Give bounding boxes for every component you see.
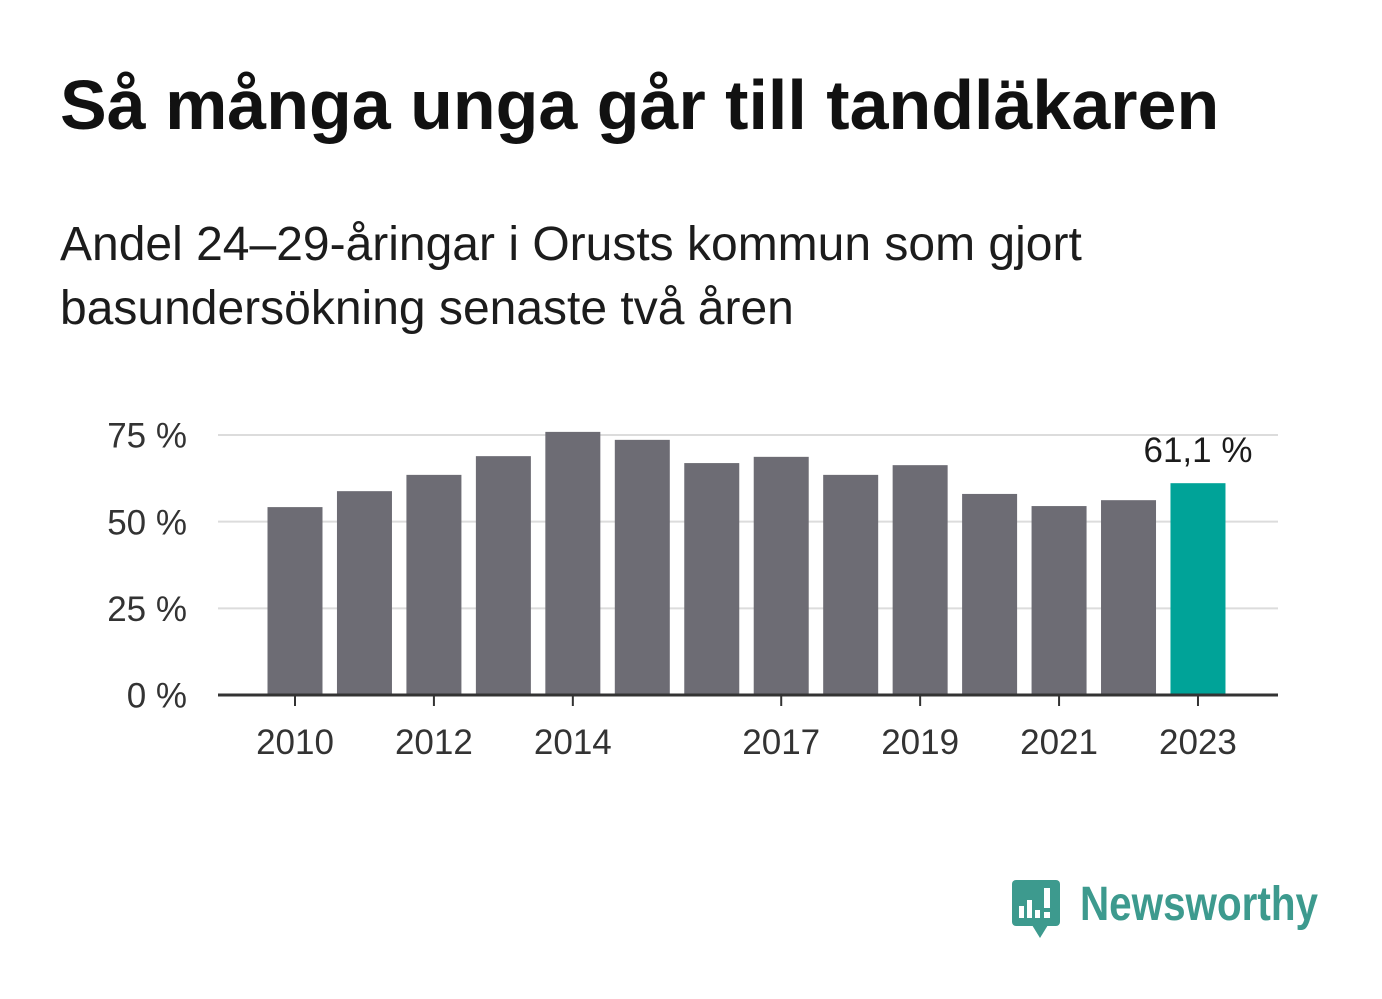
x-tick-label-2021: 2021 xyxy=(1020,723,1098,762)
bar-2018 xyxy=(823,474,879,695)
bar-2016 xyxy=(684,463,740,695)
y-tick-label-0: 0 % xyxy=(127,677,187,716)
bar-2014 xyxy=(545,431,601,695)
x-tick-label-2019: 2019 xyxy=(881,723,959,762)
bar-2021 xyxy=(1031,506,1087,695)
x-tick-label-2023: 2023 xyxy=(1159,723,1237,762)
x-tick-label-2010: 2010 xyxy=(256,723,334,762)
x-tick-label-2017: 2017 xyxy=(742,723,820,762)
y-tick-label-50: 50 % xyxy=(107,503,187,542)
y-tick-label-75: 75 % xyxy=(107,417,187,456)
x-tick-label-2012: 2012 xyxy=(395,723,473,762)
chart-title: Så många unga går till tandläkaren xyxy=(60,66,1220,144)
bar-2013 xyxy=(475,456,531,695)
bar-2010 xyxy=(267,507,323,695)
newsworthy-logo: Newsworthy xyxy=(1012,878,1318,938)
bar-2023 xyxy=(1170,483,1226,695)
bar-2017 xyxy=(753,456,809,695)
bar-2019 xyxy=(892,465,948,695)
chart-subtitle: Andel 24–29-åringar i Orusts kommun som … xyxy=(60,218,1082,335)
bar-2022 xyxy=(1101,500,1157,695)
newsworthy-logo-icon xyxy=(1012,880,1060,938)
bar-2012 xyxy=(406,474,462,695)
bar-2015 xyxy=(614,439,670,695)
logo-text: Newsworthy xyxy=(1080,878,1318,931)
data-label-2023: 61,1 % xyxy=(1143,431,1252,470)
y-tick-label-25: 25 % xyxy=(107,590,187,629)
bar-2020 xyxy=(962,493,1018,695)
bar-2011 xyxy=(336,491,392,695)
x-tick-label-2014: 2014 xyxy=(534,723,612,762)
